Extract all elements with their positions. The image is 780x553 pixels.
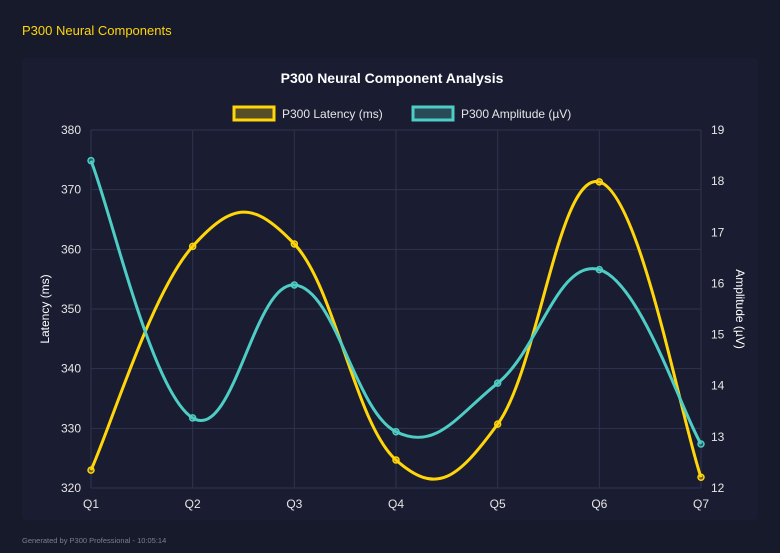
data-point [290, 240, 299, 248]
y-tick-label: 340 [61, 362, 81, 376]
y2-tick-label: 19 [711, 123, 725, 137]
y-axis-label: Latency (ms) [38, 274, 52, 343]
x-tick-label: Q3 [286, 497, 302, 511]
data-point [595, 265, 604, 274]
x-tick-label: Q4 [388, 497, 404, 511]
data-point [493, 379, 502, 387]
x-tick-label: Q6 [591, 497, 607, 511]
grid [90, 129, 702, 489]
data-point [392, 456, 400, 464]
legend-swatch [411, 105, 455, 122]
y-tick-label: 350 [61, 302, 81, 316]
page-title: P300 Neural Components [22, 23, 172, 38]
legend-label: P300 Amplitude (µV) [461, 107, 571, 121]
footer-text: Generated by P300 Professional - 10:05:1… [22, 536, 167, 545]
legend-swatch [232, 105, 276, 122]
y2-tick-label: 16 [711, 276, 725, 290]
legend[interactable]: P300 Latency (ms) P300 Amplitude (µV) [232, 105, 571, 122]
axes: 320 330 340 350 360 370 380 12 13 14 15 16 17 18 19 Q1 Q… [38, 123, 747, 511]
y2-tick-label: 15 [711, 328, 725, 342]
data-point [290, 281, 299, 289]
x-tick-label: Q7 [693, 497, 709, 511]
data-point [188, 242, 197, 251]
series-line-0 [89, 180, 703, 481]
y-tick-label: 380 [61, 123, 81, 137]
data-point [392, 427, 400, 436]
y2-tick-label: 12 [711, 481, 725, 495]
legend-label: P300 Latency (ms) [282, 107, 383, 121]
y-tick-label: 370 [61, 183, 81, 197]
chart-title: P300 Neural Component Analysis [281, 70, 504, 86]
x-tick-label: Q5 [490, 497, 506, 511]
y2-tick-label: 13 [711, 430, 725, 444]
series-line-1 [89, 160, 703, 445]
y2-tick-label: 14 [711, 379, 725, 393]
y2-tick-label: 17 [711, 225, 725, 239]
y-tick-label: 330 [61, 421, 81, 435]
y2-axis-label: Amplitude (µV) [733, 269, 747, 349]
data-point [87, 466, 95, 474]
x-tick-label: Q2 [185, 497, 201, 511]
data-point [188, 414, 197, 422]
y-tick-label: 320 [61, 481, 81, 495]
data-point [697, 473, 705, 482]
data-point [87, 156, 95, 165]
data-point [697, 440, 705, 448]
y2-tick-label: 18 [711, 174, 725, 188]
data-point [493, 420, 502, 428]
series-lines [87, 156, 705, 482]
chart-panel [22, 58, 758, 520]
x-tick-label: Q1 [83, 497, 99, 511]
y-tick-label: 360 [61, 242, 81, 256]
data-point [595, 178, 604, 186]
